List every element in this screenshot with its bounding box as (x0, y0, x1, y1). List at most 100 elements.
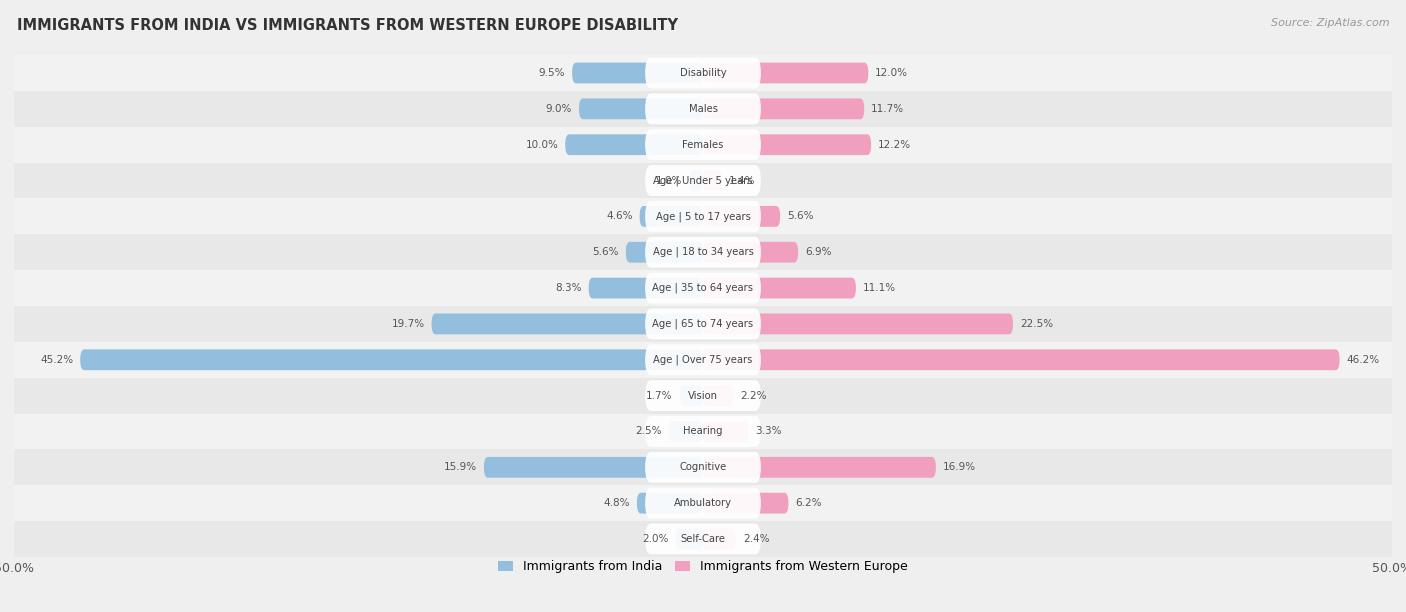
FancyBboxPatch shape (14, 55, 1392, 91)
FancyBboxPatch shape (80, 349, 703, 370)
FancyBboxPatch shape (14, 342, 1392, 378)
Text: 4.6%: 4.6% (606, 211, 633, 222)
Text: 5.6%: 5.6% (592, 247, 619, 257)
FancyBboxPatch shape (703, 421, 748, 442)
Text: Males: Males (689, 104, 717, 114)
FancyBboxPatch shape (645, 488, 761, 518)
Text: Age | Over 75 years: Age | Over 75 years (654, 354, 752, 365)
Text: 8.3%: 8.3% (555, 283, 582, 293)
Text: 22.5%: 22.5% (1019, 319, 1053, 329)
FancyBboxPatch shape (14, 163, 1392, 198)
Text: 16.9%: 16.9% (943, 462, 976, 472)
FancyBboxPatch shape (703, 134, 872, 155)
Text: 9.0%: 9.0% (546, 104, 572, 114)
FancyBboxPatch shape (14, 198, 1392, 234)
Text: Self-Care: Self-Care (681, 534, 725, 544)
Text: 19.7%: 19.7% (391, 319, 425, 329)
FancyBboxPatch shape (703, 99, 865, 119)
FancyBboxPatch shape (645, 452, 761, 483)
FancyBboxPatch shape (589, 278, 703, 299)
Text: 4.8%: 4.8% (603, 498, 630, 508)
Text: 1.7%: 1.7% (647, 390, 672, 401)
FancyBboxPatch shape (703, 206, 780, 227)
Text: 12.2%: 12.2% (877, 140, 911, 150)
FancyBboxPatch shape (645, 380, 761, 411)
FancyBboxPatch shape (703, 170, 723, 191)
Text: Vision: Vision (688, 390, 718, 401)
Text: Age | 5 to 17 years: Age | 5 to 17 years (655, 211, 751, 222)
FancyBboxPatch shape (579, 99, 703, 119)
FancyBboxPatch shape (703, 529, 737, 550)
Text: 6.2%: 6.2% (796, 498, 823, 508)
Text: 2.5%: 2.5% (636, 427, 662, 436)
FancyBboxPatch shape (669, 421, 703, 442)
Text: 3.3%: 3.3% (755, 427, 782, 436)
FancyBboxPatch shape (14, 521, 1392, 557)
FancyBboxPatch shape (645, 308, 761, 339)
FancyBboxPatch shape (703, 278, 856, 299)
Text: 6.9%: 6.9% (806, 247, 831, 257)
FancyBboxPatch shape (703, 493, 789, 513)
FancyBboxPatch shape (14, 449, 1392, 485)
FancyBboxPatch shape (572, 62, 703, 83)
Text: Age | 18 to 34 years: Age | 18 to 34 years (652, 247, 754, 258)
FancyBboxPatch shape (703, 457, 936, 478)
FancyBboxPatch shape (565, 134, 703, 155)
FancyBboxPatch shape (675, 529, 703, 550)
FancyBboxPatch shape (703, 62, 869, 83)
Text: IMMIGRANTS FROM INDIA VS IMMIGRANTS FROM WESTERN EUROPE DISABILITY: IMMIGRANTS FROM INDIA VS IMMIGRANTS FROM… (17, 18, 678, 34)
FancyBboxPatch shape (14, 91, 1392, 127)
FancyBboxPatch shape (14, 306, 1392, 342)
Text: Source: ZipAtlas.com: Source: ZipAtlas.com (1271, 18, 1389, 28)
Text: 11.1%: 11.1% (863, 283, 896, 293)
FancyBboxPatch shape (14, 485, 1392, 521)
Text: Ambulatory: Ambulatory (673, 498, 733, 508)
Text: Females: Females (682, 140, 724, 150)
Text: 45.2%: 45.2% (41, 355, 73, 365)
FancyBboxPatch shape (645, 524, 761, 554)
FancyBboxPatch shape (640, 206, 703, 227)
FancyBboxPatch shape (645, 129, 761, 160)
Text: Age | 65 to 74 years: Age | 65 to 74 years (652, 319, 754, 329)
Text: 1.4%: 1.4% (730, 176, 755, 185)
FancyBboxPatch shape (432, 313, 703, 334)
Text: 2.4%: 2.4% (742, 534, 769, 544)
Text: 46.2%: 46.2% (1347, 355, 1379, 365)
FancyBboxPatch shape (703, 313, 1012, 334)
FancyBboxPatch shape (645, 201, 761, 232)
FancyBboxPatch shape (645, 94, 761, 124)
Text: 15.9%: 15.9% (444, 462, 477, 472)
Text: Disability: Disability (679, 68, 727, 78)
Text: 5.6%: 5.6% (787, 211, 814, 222)
FancyBboxPatch shape (703, 242, 799, 263)
Text: Hearing: Hearing (683, 427, 723, 436)
FancyBboxPatch shape (645, 165, 761, 196)
FancyBboxPatch shape (645, 58, 761, 88)
FancyBboxPatch shape (626, 242, 703, 263)
Text: 12.0%: 12.0% (875, 68, 908, 78)
Text: 9.5%: 9.5% (538, 68, 565, 78)
Legend: Immigrants from India, Immigrants from Western Europe: Immigrants from India, Immigrants from W… (494, 555, 912, 578)
Text: 2.0%: 2.0% (643, 534, 669, 544)
FancyBboxPatch shape (703, 349, 1340, 370)
Text: Age | 35 to 64 years: Age | 35 to 64 years (652, 283, 754, 293)
Text: 10.0%: 10.0% (526, 140, 558, 150)
FancyBboxPatch shape (645, 273, 761, 304)
FancyBboxPatch shape (645, 345, 761, 375)
FancyBboxPatch shape (14, 234, 1392, 270)
FancyBboxPatch shape (689, 170, 703, 191)
FancyBboxPatch shape (679, 385, 703, 406)
Text: Cognitive: Cognitive (679, 462, 727, 472)
FancyBboxPatch shape (484, 457, 703, 478)
FancyBboxPatch shape (14, 378, 1392, 414)
FancyBboxPatch shape (645, 237, 761, 267)
Text: Age | Under 5 years: Age | Under 5 years (654, 175, 752, 186)
FancyBboxPatch shape (703, 385, 734, 406)
FancyBboxPatch shape (14, 127, 1392, 163)
FancyBboxPatch shape (14, 414, 1392, 449)
Text: 1.0%: 1.0% (657, 176, 682, 185)
FancyBboxPatch shape (14, 270, 1392, 306)
Text: 11.7%: 11.7% (872, 104, 904, 114)
FancyBboxPatch shape (645, 416, 761, 447)
FancyBboxPatch shape (637, 493, 703, 513)
